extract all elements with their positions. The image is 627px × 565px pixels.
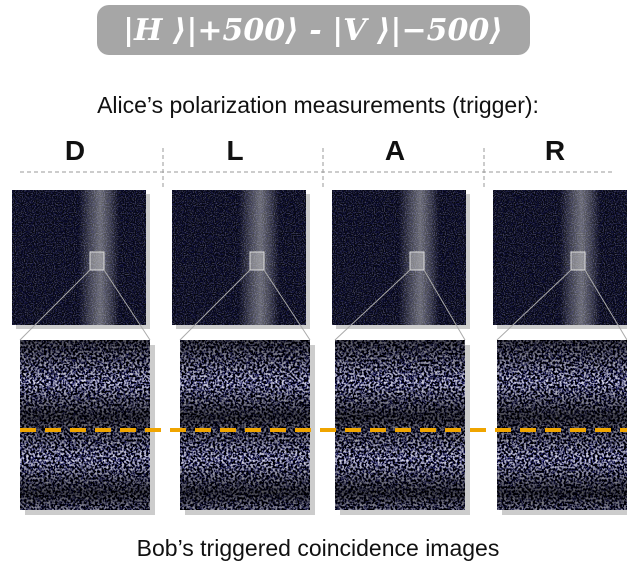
- subtitle: Alice’s polarization measurements (trigg…: [97, 92, 539, 118]
- zoom-box: [571, 252, 585, 270]
- panel-label: A: [385, 135, 405, 166]
- zoom-box: [90, 252, 104, 270]
- fringes: [497, 340, 627, 510]
- title: |H ⟩|+500⟩ - |V ⟩|−500⟩: [123, 13, 503, 48]
- panel-label: D: [65, 135, 85, 166]
- beam: [332, 190, 466, 325]
- fringes: [20, 340, 150, 510]
- fringes: [335, 340, 465, 510]
- zoom-box: [250, 252, 264, 270]
- zoom-box: [410, 252, 424, 270]
- caption: Bob’s triggered coincidence images: [137, 535, 500, 561]
- panel-label: L: [226, 135, 243, 166]
- beam: [493, 190, 627, 325]
- beam: [12, 190, 146, 325]
- fringes: [180, 340, 310, 510]
- beam: [172, 190, 306, 325]
- figure: |H ⟩|+500⟩ - |V ⟩|−500⟩ Alice’s polariza…: [0, 0, 627, 565]
- page: {"header": {"title": "|H ⟩|+500⟩ - |V ⟩|…: [0, 0, 627, 565]
- panel-label: R: [545, 135, 565, 166]
